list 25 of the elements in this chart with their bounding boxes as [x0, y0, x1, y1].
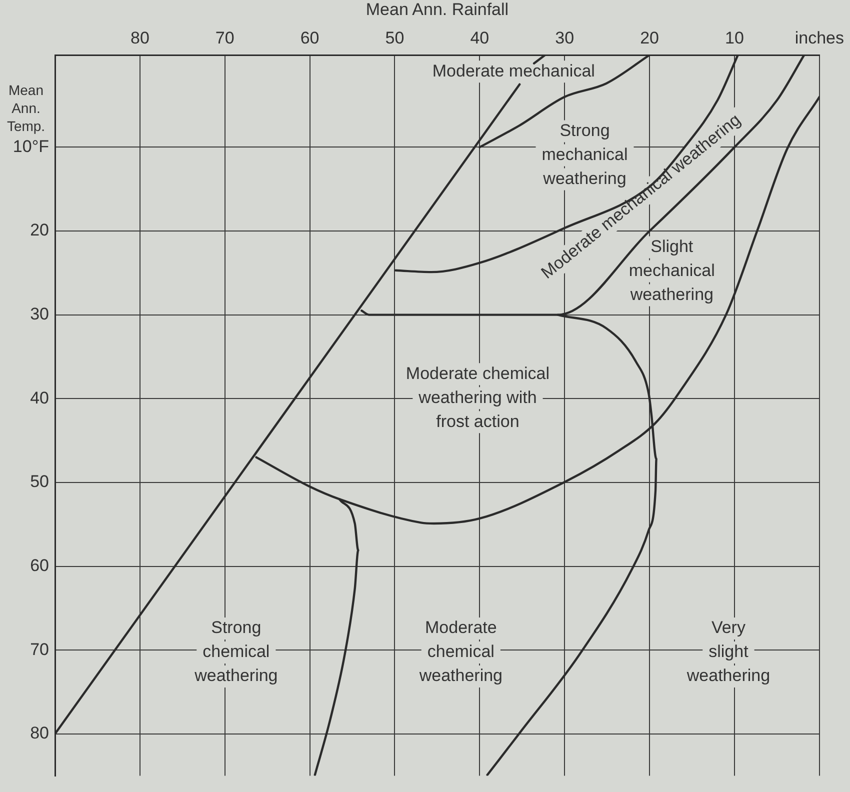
annotation: Moderate mechanical	[432, 61, 595, 80]
x-tick-label: 10	[725, 28, 744, 48]
y-tick-label: 70	[30, 640, 49, 659]
x-tick-label: 20	[640, 28, 660, 48]
annotation: Moderate chemical weathering	[418, 618, 502, 686]
x-tick-label: 30	[555, 28, 574, 48]
y-tick-label: 30	[30, 304, 49, 324]
annotation: Very slight weathering	[686, 618, 770, 686]
x-tick-label: 40	[470, 28, 490, 48]
annotation: Slight mechanical weathering	[628, 236, 715, 304]
y-tick-label: 80	[30, 724, 49, 743]
x-tick-label: inches	[794, 28, 844, 48]
x-tick-label: 70	[215, 28, 234, 48]
annotation: Moderate chemical weathering with frost action	[406, 364, 550, 431]
y-tick-label: 50	[30, 472, 49, 492]
y-tick-label: 10°F	[12, 136, 49, 156]
x-tick-label: 60	[300, 28, 320, 48]
x-tick-label: 80	[130, 28, 150, 48]
y-tick-label: 60	[30, 556, 49, 575]
y-tick-label: 40	[30, 388, 49, 408]
y-tick-label: 20	[30, 220, 49, 240]
y-axis-title: Mean Ann. Temp.	[6, 82, 46, 134]
x-tick-label: 50	[385, 28, 404, 48]
x-axis-title: Mean Ann. Rainfall	[366, 0, 509, 19]
annotation: Strong chemical weathering	[194, 618, 278, 686]
